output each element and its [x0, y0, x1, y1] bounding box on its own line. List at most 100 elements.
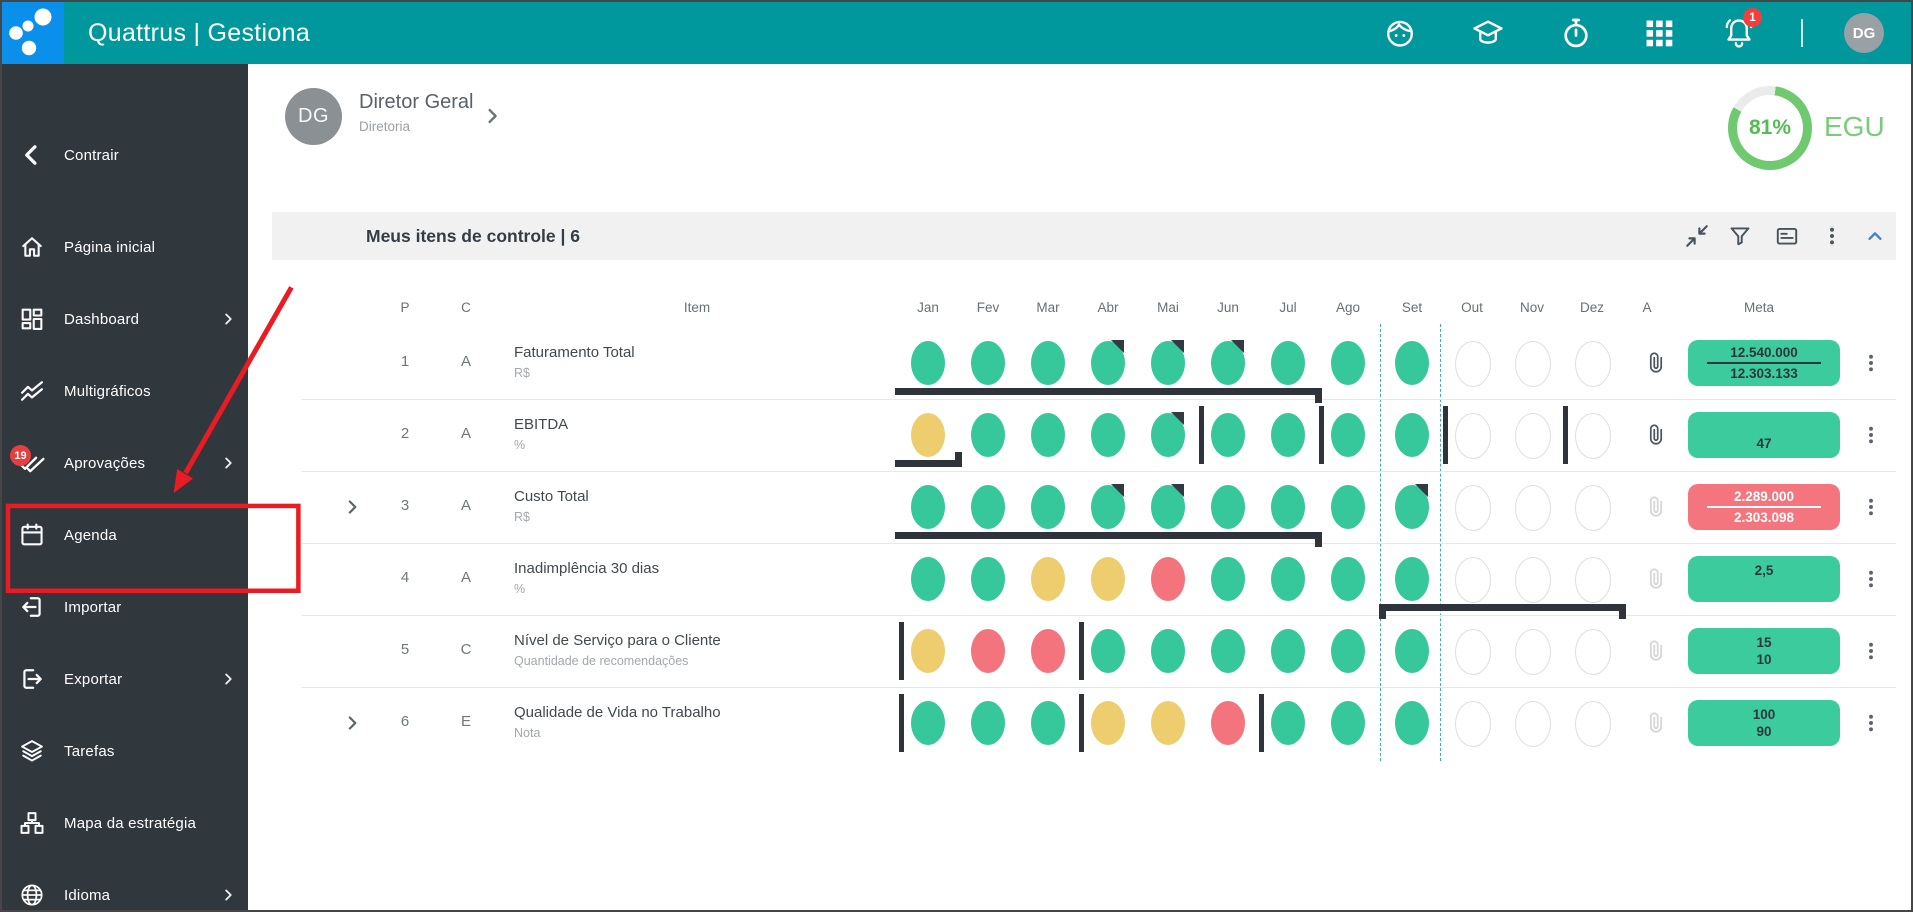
row-menu-button[interactable]	[1858, 350, 1884, 376]
assistant-icon[interactable]	[1383, 16, 1417, 50]
status-circle-ago[interactable]	[1331, 629, 1365, 673]
status-circle-dez[interactable]	[1575, 629, 1611, 675]
status-circle-jul[interactable]	[1271, 485, 1305, 529]
status-circle-abr[interactable]	[1091, 629, 1125, 673]
sidebar-item-pagina-inicial[interactable]: Página inicial	[2, 225, 248, 269]
status-circle-dez[interactable]	[1575, 485, 1611, 531]
status-circle-ago[interactable]	[1331, 701, 1365, 745]
status-circle-dez[interactable]	[1575, 341, 1611, 387]
status-circle-nov[interactable]	[1515, 485, 1551, 531]
sidebar-item-exportar[interactable]: Exportar	[2, 657, 248, 701]
status-circle-out[interactable]	[1455, 413, 1491, 459]
status-circle-abr[interactable]	[1091, 557, 1125, 601]
sidebar-item-multigraficos[interactable]: Multigráficos	[2, 369, 248, 413]
status-circle-ago[interactable]	[1331, 485, 1365, 529]
expand-row-button[interactable]	[340, 495, 364, 519]
status-circle-jun[interactable]	[1211, 485, 1245, 529]
sidebar-item-agenda[interactable]: Agenda	[2, 513, 248, 557]
status-circle-nov[interactable]	[1515, 557, 1551, 603]
status-circle-dez[interactable]	[1575, 701, 1611, 747]
status-circle-jun[interactable]	[1211, 701, 1245, 745]
apps-grid-icon[interactable]	[1642, 16, 1676, 50]
status-circle-jul[interactable]	[1271, 629, 1305, 673]
status-circle-fev[interactable]	[971, 413, 1005, 457]
status-circle-mar[interactable]	[1031, 701, 1065, 745]
status-circle-jul[interactable]	[1271, 413, 1305, 457]
status-circle-mar[interactable]	[1031, 557, 1065, 601]
meta-badge[interactable]: 15 10	[1688, 628, 1840, 674]
status-circle-mar[interactable]	[1031, 413, 1065, 457]
sidebar-item-idioma[interactable]: Idioma	[2, 873, 248, 910]
status-circle-abr[interactable]	[1091, 413, 1125, 457]
sidebar-item-aprovacoes[interactable]: Aprovações 19	[2, 441, 248, 485]
status-circle-dez[interactable]	[1575, 557, 1611, 603]
status-circle-set[interactable]	[1395, 629, 1429, 673]
status-circle-jul[interactable]	[1271, 701, 1305, 745]
filter-icon[interactable]	[1727, 223, 1753, 249]
sidebar-item-mapa-da-estrategia[interactable]: Mapa da estratégia	[2, 801, 248, 845]
status-circle-fev[interactable]	[971, 701, 1005, 745]
meta-badge[interactable]: 2,5	[1688, 556, 1840, 602]
quattrus-logo-icon[interactable]	[2, 2, 64, 64]
collapse-up-icon[interactable]	[1862, 223, 1888, 249]
status-circle-set[interactable]	[1395, 701, 1429, 745]
status-circle-jan[interactable]	[911, 413, 945, 457]
academy-icon[interactable]	[1471, 16, 1505, 50]
row-menu-button[interactable]	[1858, 566, 1884, 592]
timer-icon[interactable]	[1559, 16, 1593, 50]
status-circle-nov[interactable]	[1515, 701, 1551, 747]
status-circle-out[interactable]	[1455, 701, 1491, 747]
status-circle-set[interactable]	[1395, 413, 1429, 457]
status-circle-ago[interactable]	[1331, 557, 1365, 601]
attachment-icon[interactable]	[1643, 350, 1669, 376]
status-circle-abr[interactable]	[1091, 701, 1125, 745]
status-circle-mar[interactable]	[1031, 341, 1065, 385]
status-circle-fev[interactable]	[971, 557, 1005, 601]
status-circle-nov[interactable]	[1515, 413, 1551, 459]
status-circle-jan[interactable]	[911, 485, 945, 529]
status-circle-jan[interactable]	[911, 341, 945, 385]
panel-menu-icon[interactable]	[1819, 223, 1845, 249]
status-circle-nov[interactable]	[1515, 341, 1551, 387]
status-circle-ago[interactable]	[1331, 341, 1365, 385]
status-circle-set[interactable]	[1395, 557, 1429, 601]
status-circle-out[interactable]	[1455, 485, 1491, 531]
row-menu-button[interactable]	[1858, 638, 1884, 664]
status-circle-mai[interactable]	[1151, 557, 1185, 601]
row-menu-button[interactable]	[1858, 494, 1884, 520]
status-circle-fev[interactable]	[971, 341, 1005, 385]
profile-chevron-right-icon[interactable]	[479, 103, 505, 129]
row-menu-button[interactable]	[1858, 422, 1884, 448]
status-circle-jan[interactable]	[911, 629, 945, 673]
status-circle-jan[interactable]	[911, 701, 945, 745]
row-menu-button[interactable]	[1858, 710, 1884, 736]
status-circle-dez[interactable]	[1575, 413, 1611, 459]
meta-badge[interactable]: 47	[1688, 412, 1840, 458]
expand-row-button[interactable]	[340, 711, 364, 735]
status-circle-out[interactable]	[1455, 629, 1491, 675]
collapse-panel-icon[interactable]	[1684, 223, 1710, 249]
attachment-icon[interactable]	[1643, 422, 1669, 448]
sidebar-item-importar[interactable]: Importar	[2, 585, 248, 629]
sidebar-item-contrair[interactable]: Contrair	[2, 133, 248, 177]
status-circle-mai[interactable]	[1151, 701, 1185, 745]
status-circle-jul[interactable]	[1271, 557, 1305, 601]
status-circle-jun[interactable]	[1211, 629, 1245, 673]
sidebar-item-tarefas[interactable]: Tarefas	[2, 729, 248, 773]
status-circle-jun[interactable]	[1211, 413, 1245, 457]
status-circle-mar[interactable]	[1031, 629, 1065, 673]
status-circle-ago[interactable]	[1331, 413, 1365, 457]
status-circle-fev[interactable]	[971, 629, 1005, 673]
status-circle-jul[interactable]	[1271, 341, 1305, 385]
status-circle-mai[interactable]	[1151, 629, 1185, 673]
meta-badge[interactable]: 2.289.000 2.303.098	[1688, 484, 1840, 530]
status-circle-out[interactable]	[1455, 341, 1491, 387]
sidebar-item-dashboard[interactable]: Dashboard	[2, 297, 248, 341]
status-circle-nov[interactable]	[1515, 629, 1551, 675]
status-circle-fev[interactable]	[971, 485, 1005, 529]
meta-badge[interactable]: 12.540.000 12.303.133	[1688, 340, 1840, 386]
card-view-icon[interactable]	[1774, 223, 1800, 249]
status-circle-mar[interactable]	[1031, 485, 1065, 529]
status-circle-out[interactable]	[1455, 557, 1491, 603]
user-avatar[interactable]: DG	[1844, 13, 1884, 53]
